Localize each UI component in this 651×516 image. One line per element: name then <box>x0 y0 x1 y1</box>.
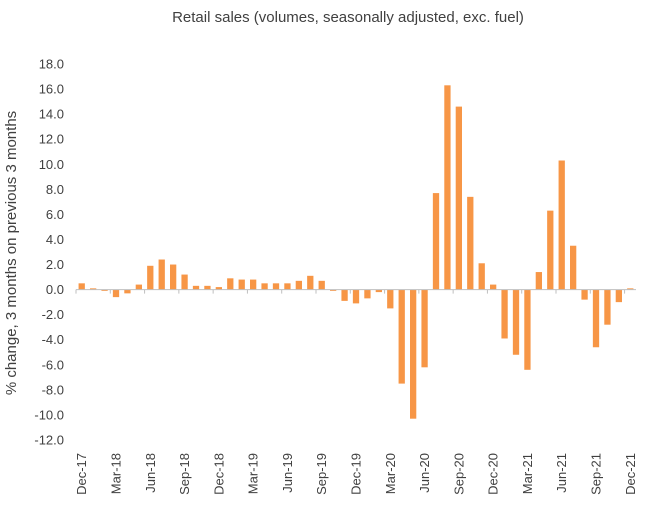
x-tick-label: Sep-21 <box>589 453 604 495</box>
y-tick-label: -2.0 <box>42 307 64 322</box>
bar-Sep-20 <box>455 106 462 290</box>
bar-Dec-17 <box>78 283 85 290</box>
bar-Apr-20 <box>398 289 405 384</box>
y-tick-label: -12.0 <box>34 433 64 448</box>
bar-Sep-19 <box>318 280 325 290</box>
bar-Jun-21 <box>558 160 565 290</box>
bar-Nov-19 <box>341 289 348 301</box>
bar-Nov-18 <box>204 285 211 290</box>
bar-Jun-20 <box>421 289 428 368</box>
bar-Jun-18 <box>147 265 154 290</box>
bar-Apr-18 <box>124 289 131 294</box>
bar-Jan-19 <box>227 278 234 290</box>
bar-Dec-18 <box>215 287 222 290</box>
bar-Nov-21 <box>615 289 622 303</box>
y-tick-label: -10.0 <box>34 407 64 422</box>
bar-Jul-18 <box>158 259 165 290</box>
y-tick-label: 10.0 <box>39 157 64 172</box>
x-tick-label: Dec-21 <box>623 453 638 495</box>
x-tick-label: Sep-20 <box>451 453 466 495</box>
bar-Jan-18 <box>90 288 97 290</box>
bar-Mar-20 <box>387 289 394 309</box>
y-tick-label: 8.0 <box>46 182 64 197</box>
y-tick-label: 2.0 <box>46 257 64 272</box>
bar-Sep-18 <box>181 274 188 290</box>
bar-May-18 <box>135 284 142 290</box>
x-tick-label: Dec-18 <box>211 453 226 495</box>
x-tick-label: Jun-21 <box>554 453 569 493</box>
x-tick-label: Jun-19 <box>280 453 295 493</box>
y-axis-ticks: 18.0 16.0 14.0 12.0 10.0 8.0 6.0 4.0 2.0 0.0 -2.0 -… <box>34 57 64 448</box>
bar-Aug-21 <box>581 289 588 300</box>
bar-Jul-21 <box>570 245 577 290</box>
y-tick-label: 12.0 <box>39 132 64 147</box>
x-tick-label: Mar-21 <box>520 453 535 494</box>
x-tick-label: Mar-20 <box>383 453 398 494</box>
bar-Dec-21 <box>627 288 634 290</box>
x-tick-label: Dec-19 <box>349 453 364 495</box>
bar-Aug-18 <box>170 264 177 290</box>
bar-Oct-21 <box>604 289 611 325</box>
x-tick-label: Sep-18 <box>177 453 192 495</box>
bar-Feb-18 <box>101 289 108 291</box>
bar-Jul-20 <box>432 193 440 290</box>
bar-Apr-21 <box>535 272 542 290</box>
bar-Jul-19 <box>295 280 302 290</box>
bar-Dec-20 <box>490 284 497 290</box>
x-axis-ticks: Dec-17 Mar-18 Jun-18 Sep-18 Dec-18 Mar-19 Jun-… <box>74 289 638 495</box>
x-tick-label: Sep-19 <box>314 453 329 495</box>
bar-Dec-19 <box>352 289 360 304</box>
bar-Feb-20 <box>375 289 382 293</box>
bar-Mar-19 <box>250 279 257 290</box>
bar-Mar-21 <box>524 289 531 370</box>
bar-Feb-21 <box>512 289 520 355</box>
bar-Oct-19 <box>330 289 337 291</box>
y-tick-label: 14.0 <box>39 107 64 122</box>
y-tick-label: -4.0 <box>42 332 64 347</box>
bar-May-20 <box>410 289 417 419</box>
bar-Jun-19 <box>284 283 291 290</box>
x-tick-label: Jun-18 <box>143 453 158 493</box>
y-tick-label: 16.0 <box>39 82 64 97</box>
bar-Mar-18 <box>112 289 120 298</box>
bar-May-19 <box>272 283 280 290</box>
x-tick-label: Dec-20 <box>486 453 501 495</box>
bar-Oct-18 <box>192 285 200 290</box>
bar-Jan-21 <box>501 289 508 339</box>
bar-Nov-20 <box>478 263 485 290</box>
y-tick-label: -8.0 <box>42 382 64 397</box>
x-tick-label: Dec-17 <box>74 453 89 495</box>
bar-Sep-21 <box>592 289 600 348</box>
bar-Aug-20 <box>444 85 451 290</box>
chart-title: Retail sales (volumes, seasonally adjust… <box>172 9 524 26</box>
bar-Aug-19 <box>307 275 314 290</box>
y-tick-label: -6.0 <box>42 357 64 372</box>
x-tick-label: Mar-19 <box>246 453 261 494</box>
y-tick-label: 6.0 <box>46 207 64 222</box>
bar-Apr-19 <box>261 283 268 290</box>
bar-series <box>78 85 634 419</box>
x-tick-label: Mar-18 <box>109 453 124 494</box>
bar-Oct-20 <box>467 196 474 290</box>
y-tick-label: 4.0 <box>46 232 64 247</box>
y-tick-label: 18.0 <box>39 57 64 72</box>
x-tick-label: Jun-20 <box>417 453 432 493</box>
y-axis-label: % change, 3 months on previous 3 months <box>3 111 20 395</box>
bar-Jan-20 <box>364 289 371 299</box>
bar-Feb-19 <box>238 279 245 290</box>
bar-May-21 <box>547 210 554 290</box>
y-tick-label: 0.0 <box>46 282 64 297</box>
